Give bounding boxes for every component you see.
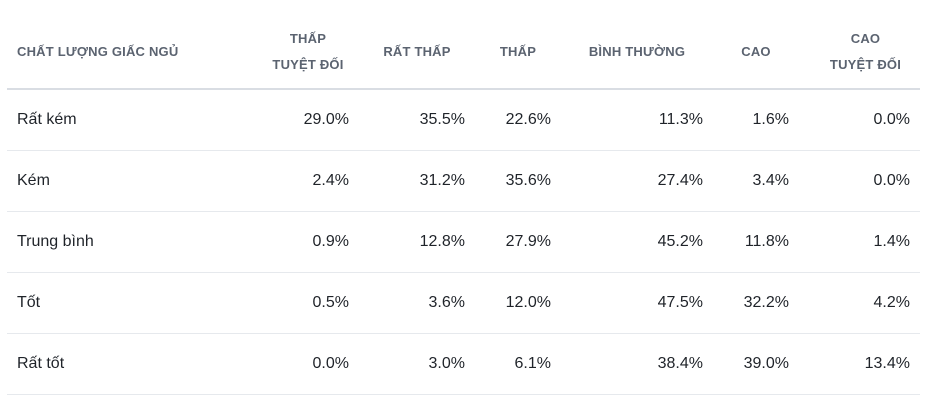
table-body: Rất kém 29.0% 35.5% 22.6% 11.3% 1.6% 0.0… [7,89,920,395]
row-label: Kém [7,150,239,212]
cell-value: 1.4% [799,211,920,273]
cell-value: 29.0% [239,89,359,151]
cell-value: 32.2% [713,272,799,334]
cell-value: 31.2% [359,150,475,212]
cell-value: 27.9% [475,211,561,273]
header-very-low: RẤT THẤP [359,16,475,90]
cell-value: 11.3% [561,89,713,151]
cell-value: 47.5% [561,272,713,334]
cell-value: 2.4% [239,150,359,212]
cell-value: 22.6% [475,89,561,151]
cell-value: 45.2% [561,211,713,273]
cell-value: 1.6% [713,89,799,151]
header-absolute-high: CAO TUYỆT ĐỐI [799,16,920,90]
row-label: Rất tốt [7,333,239,395]
header-high: CAO [713,16,799,90]
cell-value: 12.0% [475,272,561,334]
cell-value: 27.4% [561,150,713,212]
cell-value: 3.0% [359,333,475,395]
cell-value: 0.0% [799,89,920,151]
table-header: CHẤT LƯỢNG GIẤC NGỦ THẤP TUYỆT ĐỐI RẤT T… [7,16,920,90]
cell-value: 39.0% [713,333,799,395]
row-label: Trung bình [7,211,239,273]
header-row: CHẤT LƯỢNG GIẤC NGỦ THẤP TUYỆT ĐỐI RẤT T… [7,16,920,90]
row-label: Tốt [7,272,239,334]
header-absolute-low: THẤP TUYỆT ĐỐI [239,16,359,90]
cell-value: 0.9% [239,211,359,273]
cell-value: 6.1% [475,333,561,395]
row-label: Rất kém [7,89,239,151]
cell-value: 35.6% [475,150,561,212]
cell-value: 11.8% [713,211,799,273]
cell-value: 0.5% [239,272,359,334]
header-sleep-quality: CHẤT LƯỢNG GIẤC NGỦ [7,16,239,90]
cell-value: 3.6% [359,272,475,334]
table-row: Rất kém 29.0% 35.5% 22.6% 11.3% 1.6% 0.0… [7,89,920,151]
cell-value: 12.8% [359,211,475,273]
table-row: Trung bình 0.9% 12.8% 27.9% 45.2% 11.8% … [7,211,920,273]
header-low: THẤP [475,16,561,90]
table-row: Kém 2.4% 31.2% 35.6% 27.4% 3.4% 0.0% [7,150,920,212]
cell-value: 3.4% [713,150,799,212]
sleep-quality-table: CHẤT LƯỢNG GIẤC NGỦ THẤP TUYỆT ĐỐI RẤT T… [7,16,920,395]
table-row: Tốt 0.5% 3.6% 12.0% 47.5% 32.2% 4.2% [7,272,920,334]
cell-value: 13.4% [799,333,920,395]
cell-value: 0.0% [799,150,920,212]
cell-value: 38.4% [561,333,713,395]
cell-value: 35.5% [359,89,475,151]
table-row: Rất tốt 0.0% 3.0% 6.1% 38.4% 39.0% 13.4% [7,333,920,395]
header-normal: BÌNH THƯỜNG [561,16,713,90]
cell-value: 4.2% [799,272,920,334]
cell-value: 0.0% [239,333,359,395]
